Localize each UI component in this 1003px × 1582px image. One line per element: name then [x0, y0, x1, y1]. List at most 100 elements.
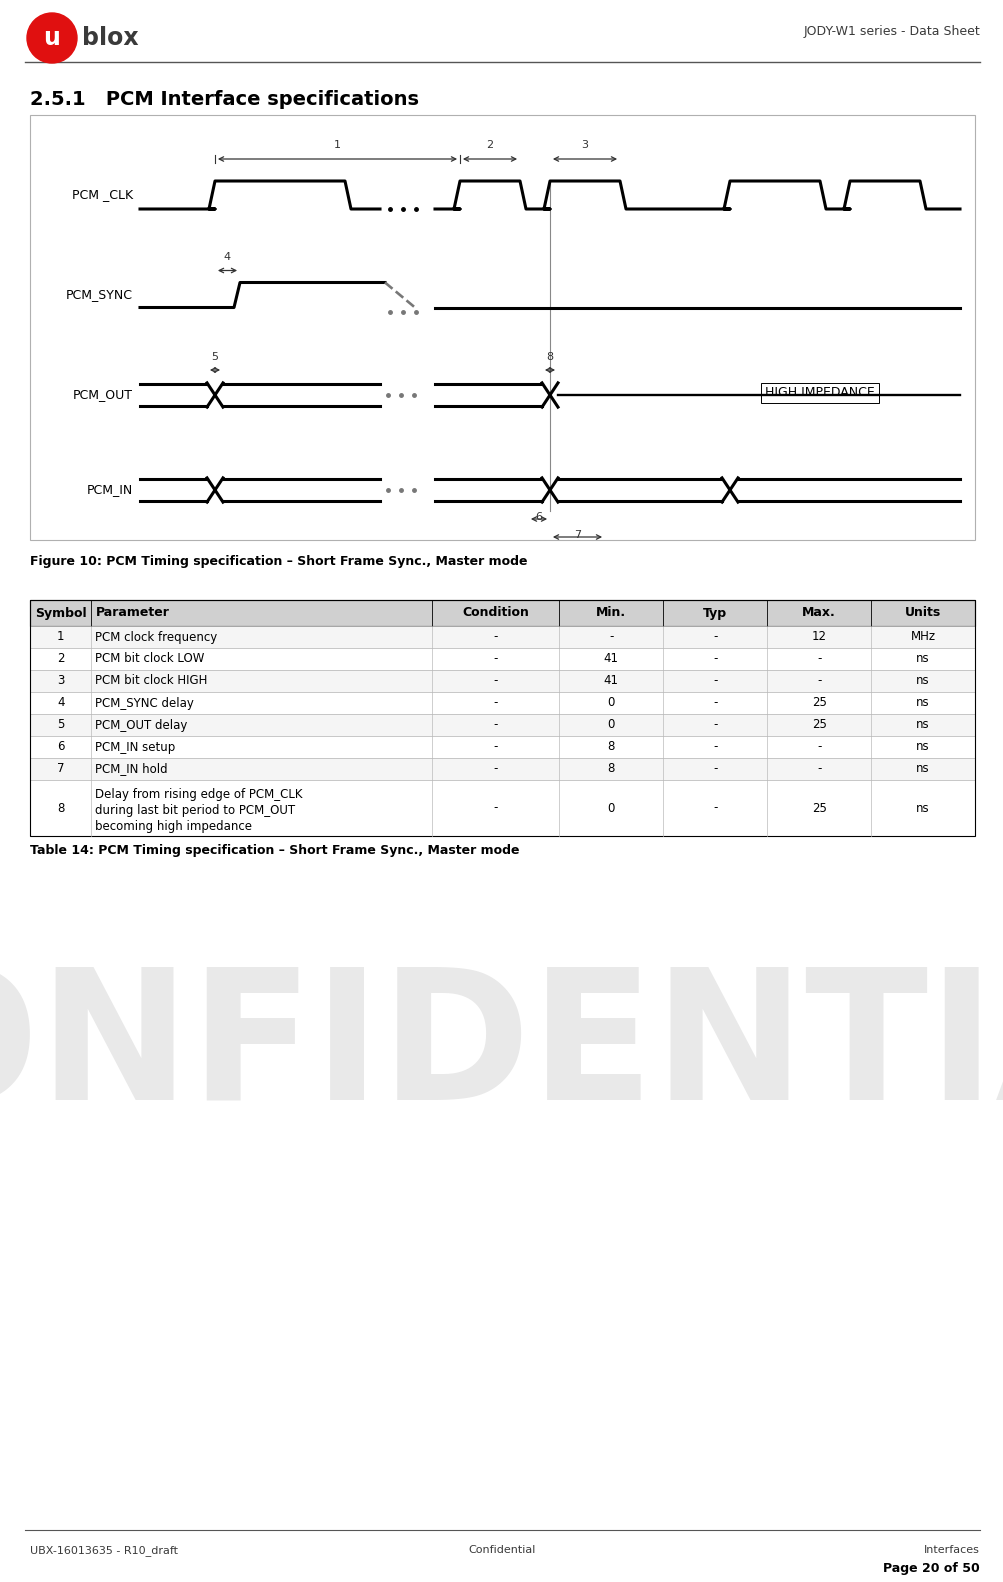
Text: 0: 0 — [607, 802, 614, 815]
Text: -: - — [712, 740, 716, 753]
Text: -: - — [492, 652, 497, 666]
Text: PCM bit clock LOW: PCM bit clock LOW — [95, 652, 205, 666]
Bar — [30, 758, 974, 780]
Text: -: - — [492, 674, 497, 688]
Text: Parameter: Parameter — [95, 606, 170, 620]
Text: 6: 6 — [57, 740, 64, 753]
Bar — [30, 780, 974, 835]
Text: PCM bit clock HIGH: PCM bit clock HIGH — [95, 674, 208, 688]
Text: Table 14: PCM Timing specification – Short Frame Sync., Master mode: Table 14: PCM Timing specification – Sho… — [30, 845, 519, 857]
Bar — [30, 115, 974, 539]
Text: -: - — [712, 718, 716, 731]
Text: ns: ns — [916, 740, 929, 753]
Text: Figure 10: PCM Timing specification – Short Frame Sync., Master mode: Figure 10: PCM Timing specification – Sh… — [30, 555, 527, 568]
Text: 5: 5 — [212, 353, 219, 362]
Text: -: - — [712, 631, 716, 644]
Text: PCM_IN hold: PCM_IN hold — [95, 763, 168, 775]
Text: 0: 0 — [607, 696, 614, 709]
Text: 41: 41 — [603, 652, 618, 666]
Text: -: - — [712, 674, 716, 688]
Text: 6: 6 — [535, 513, 542, 522]
Bar — [30, 600, 974, 626]
Text: during last bit period to PCM_OUT: during last bit period to PCM_OUT — [95, 804, 295, 816]
Text: MHz: MHz — [910, 631, 935, 644]
Text: -: - — [492, 763, 497, 775]
Text: JODY-W1 series - Data Sheet: JODY-W1 series - Data Sheet — [802, 25, 979, 38]
Bar — [30, 626, 974, 649]
Text: PCM clock frequency: PCM clock frequency — [95, 631, 218, 644]
Text: Confidential: Confidential — [467, 1546, 536, 1555]
Text: Typ: Typ — [702, 606, 726, 620]
Text: PCM _CLK: PCM _CLK — [72, 188, 132, 201]
Text: Max.: Max. — [801, 606, 835, 620]
Text: -: - — [712, 763, 716, 775]
Text: Symbol: Symbol — [35, 606, 86, 620]
Text: -: - — [816, 674, 820, 688]
Text: 4: 4 — [224, 253, 231, 263]
Text: 4: 4 — [57, 696, 64, 709]
Text: -: - — [609, 631, 613, 644]
Text: blox: blox — [82, 25, 138, 51]
Text: u: u — [43, 25, 60, 51]
Text: 1: 1 — [334, 139, 341, 150]
Text: 3: 3 — [57, 674, 64, 688]
Bar — [30, 713, 974, 736]
Text: -: - — [492, 802, 497, 815]
Text: 3: 3 — [581, 139, 588, 150]
Text: ns: ns — [916, 674, 929, 688]
Text: -: - — [492, 696, 497, 709]
Text: -: - — [712, 802, 716, 815]
Text: ns: ns — [916, 718, 929, 731]
Text: 25: 25 — [810, 718, 825, 731]
Bar — [30, 649, 974, 671]
Text: becoming high impedance: becoming high impedance — [95, 819, 252, 834]
Text: PCM_OUT delay: PCM_OUT delay — [95, 718, 188, 731]
Text: Interfaces: Interfaces — [923, 1546, 979, 1555]
Text: 2: 2 — [57, 652, 64, 666]
Text: Delay from rising edge of PCM_CLK: Delay from rising edge of PCM_CLK — [95, 788, 303, 800]
Text: Page 20 of 50: Page 20 of 50 — [883, 1561, 979, 1576]
Text: 2: 2 — [485, 139, 493, 150]
Text: -: - — [712, 696, 716, 709]
Text: -: - — [816, 652, 820, 666]
Text: Min.: Min. — [596, 606, 626, 620]
Text: -: - — [492, 718, 497, 731]
Bar — [30, 736, 974, 758]
Text: PCM_OUT: PCM_OUT — [73, 389, 132, 402]
Text: Condition: Condition — [461, 606, 529, 620]
Text: ns: ns — [916, 802, 929, 815]
Bar — [30, 600, 974, 835]
Bar — [30, 671, 974, 691]
Text: -: - — [492, 740, 497, 753]
Text: PCM_IN setup: PCM_IN setup — [95, 740, 176, 753]
Text: 8: 8 — [57, 802, 64, 815]
Text: 2.5.1   PCM Interface specifications: 2.5.1 PCM Interface specifications — [30, 90, 418, 109]
Text: 5: 5 — [57, 718, 64, 731]
Text: 1: 1 — [57, 631, 64, 644]
Text: ns: ns — [916, 652, 929, 666]
Text: 8: 8 — [546, 353, 553, 362]
Text: 8: 8 — [607, 763, 614, 775]
Text: 25: 25 — [810, 696, 825, 709]
Bar — [30, 691, 974, 713]
Text: 12: 12 — [810, 631, 825, 644]
Text: -: - — [492, 631, 497, 644]
Text: PCM_IN: PCM_IN — [86, 484, 132, 497]
Text: ns: ns — [916, 763, 929, 775]
Text: -: - — [816, 763, 820, 775]
Text: 41: 41 — [603, 674, 618, 688]
Text: 7: 7 — [574, 530, 581, 539]
Text: UBX-16013635 - R10_draft: UBX-16013635 - R10_draft — [30, 1546, 178, 1557]
Text: PCM_SYNC: PCM_SYNC — [66, 288, 132, 302]
Text: -: - — [816, 740, 820, 753]
Text: ns: ns — [916, 696, 929, 709]
Text: HIGH IMPEDANCE: HIGH IMPEDANCE — [764, 386, 874, 400]
Text: 8: 8 — [607, 740, 614, 753]
Ellipse shape — [27, 13, 77, 63]
Text: 25: 25 — [810, 802, 825, 815]
Text: 7: 7 — [57, 763, 64, 775]
Text: PCM_SYNC delay: PCM_SYNC delay — [95, 696, 195, 709]
Text: CONFIDENTIAL: CONFIDENTIAL — [0, 962, 1003, 1137]
Text: 0: 0 — [607, 718, 614, 731]
Text: -: - — [712, 652, 716, 666]
